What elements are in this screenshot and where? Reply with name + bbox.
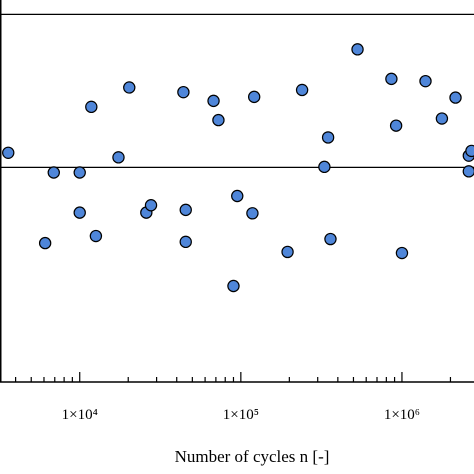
data-point	[419, 74, 432, 88]
data-point	[247, 90, 261, 104]
data-point	[227, 279, 240, 293]
data-point	[231, 189, 244, 203]
data-point	[73, 206, 86, 219]
data-points	[2, 43, 474, 293]
data-point	[395, 246, 409, 260]
data-point	[385, 72, 398, 86]
data-point	[38, 236, 52, 250]
data-point	[351, 43, 364, 56]
data-point	[89, 229, 103, 243]
data-point	[144, 199, 158, 212]
data-point	[47, 166, 60, 179]
data-point	[321, 131, 335, 144]
data-point	[2, 146, 15, 159]
data-point	[281, 245, 294, 259]
data-point	[179, 203, 192, 217]
x-axis-tick-labels: 1×10⁴ 1×10⁵ 1×10⁶	[62, 407, 420, 423]
data-point	[85, 100, 98, 114]
x-axis-title: Number of cycles n [-]	[175, 447, 330, 466]
data-point	[112, 151, 125, 164]
data-point	[318, 160, 331, 174]
data-point	[179, 235, 192, 249]
data-point	[73, 166, 86, 179]
x-tick-label: 1×10⁶	[384, 407, 420, 423]
reference-lines	[0, 13, 474, 169]
data-point	[435, 112, 449, 125]
data-point	[449, 91, 462, 104]
data-point	[389, 119, 403, 132]
x-tick-label: 1×10⁵	[223, 407, 259, 423]
data-point	[207, 94, 220, 108]
x-axis-ticks	[15, 372, 452, 382]
data-point	[212, 113, 225, 127]
data-point	[123, 81, 136, 94]
data-point	[324, 232, 337, 246]
data-point	[465, 144, 474, 158]
data-point	[295, 83, 309, 97]
data-point	[177, 85, 190, 99]
data-point	[246, 207, 259, 220]
x-tick-label: 1×10⁴	[62, 407, 98, 423]
data-point	[462, 165, 474, 178]
